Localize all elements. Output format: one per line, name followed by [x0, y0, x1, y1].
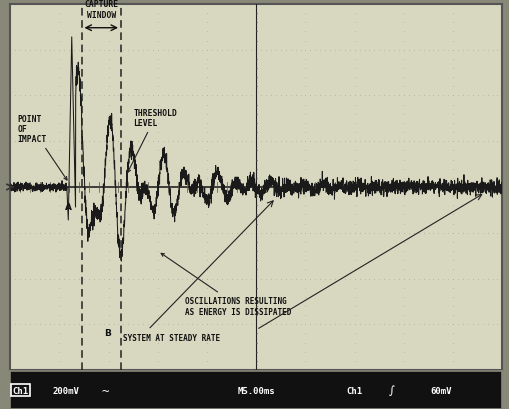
Text: SYSTEM AT STEADY RATE: SYSTEM AT STEADY RATE	[123, 333, 220, 342]
Text: B: B	[103, 328, 110, 337]
Text: 60mV: 60mV	[429, 386, 450, 395]
Text: POINT
OF
IMPACT: POINT OF IMPACT	[17, 114, 67, 180]
Text: A: A	[65, 202, 72, 211]
Text: OSCILLATIONS RESULTING
AS ENERGY IS DISSIPATED: OSCILLATIONS RESULTING AS ENERGY IS DISS…	[161, 254, 291, 316]
Text: ∫: ∫	[388, 385, 394, 396]
Text: Ch1: Ch1	[346, 386, 362, 395]
Text: THRESHOLD
LEVEL: THRESHOLD LEVEL	[127, 108, 177, 173]
Text: 200mV: 200mV	[52, 386, 79, 395]
Text: M5.00ms: M5.00ms	[237, 386, 274, 395]
Text: ~: ~	[101, 384, 108, 397]
Text: CAPTURE
WINDOW: CAPTURE WINDOW	[84, 0, 118, 20]
Text: Ch1: Ch1	[13, 386, 29, 395]
